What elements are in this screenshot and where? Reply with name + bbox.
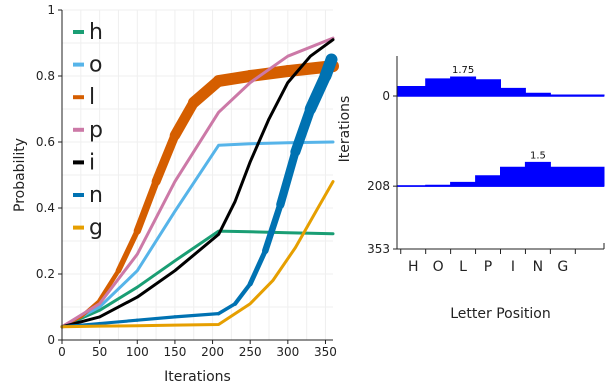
y-tick-label: 1 [47,3,55,17]
series-segment-n [304,70,332,115]
iteration-ridge-chart: 1.75 1.5 0 208 353 H O L P I N G Letter Position Iter… [337,56,605,322]
series-line-n [60,53,338,329]
legend-label-i: i [89,150,95,175]
series-line-i [60,38,335,329]
x-category-label: I [511,259,515,275]
series-segment-n [290,104,316,157]
x-category-label: L [459,259,467,275]
x-category-label: G [557,259,568,275]
series-line-h [60,229,335,329]
y-tick-label: 0.2 [36,267,55,281]
series-segment-n [233,281,253,306]
x-tick-label: 100 [126,345,149,359]
x-tick-label: 150 [163,345,186,359]
x-category-label: O [433,259,444,275]
series-segment-l [133,177,160,235]
legend-label-h: h [89,20,103,45]
series-segment-l [244,65,294,82]
series-segment-l [115,228,141,274]
series-segment-n [216,301,237,316]
series-segment-n [262,201,284,255]
series-segment-l [169,97,199,141]
legend-label-o: o [89,53,102,78]
x-category-label: P [484,259,492,275]
series-segment-l [151,130,180,187]
legend-label-g: g [89,216,103,241]
y-tick-label: 0 [47,333,55,347]
y-tick-label: 0.8 [36,69,55,83]
series-line-g [60,180,335,329]
series-line-o [60,140,335,329]
ridge-row-0: 1.75 [396,65,605,97]
series-segment-n [173,311,221,319]
series-segment-n [276,147,300,209]
x-axis-label: Letter Position [450,306,550,322]
series-segment-n [247,248,268,287]
x-tick-label: 0 [58,345,66,359]
legend-label-l: l [89,85,95,110]
ridge-row-208: 1.5 [396,150,605,187]
series-segment-l [97,268,121,303]
ridge-area [396,161,605,187]
probability-line-chart: 0 50 100 150 200 250 300 350 0 0.2 0.4 0.6 0.8 1 Itera… [12,3,339,385]
x-tick-label: 200 [201,345,224,359]
legend-label-n: n [89,183,103,208]
x-tick-label: 250 [239,345,262,359]
y-tick-label: 0 [382,89,390,103]
y-tick-label: 353 [367,242,390,256]
y-tick-label: 208 [367,179,390,193]
y-axis-label: Probability [12,138,28,212]
x-category-label: H [408,259,419,275]
peak-label: 1.5 [530,150,546,161]
legend-label-p: p [89,118,103,143]
x-tick-label: 350 [314,345,337,359]
y-axis-label: Iterations [337,96,353,163]
series-line-p [60,36,335,329]
y-tick-label: 0.4 [36,201,55,215]
x-axis-label: Iterations [164,369,231,385]
y-tick-label: 0.6 [36,135,55,149]
series-segment-n [319,53,338,82]
x-tick-label: 50 [92,345,107,359]
series-segment-n [98,318,139,326]
series-segment-n [135,315,177,322]
peak-label: 1.75 [452,65,474,76]
ridge-area [396,76,605,97]
x-tick-label: 300 [276,345,299,359]
x-category-label: N [533,259,543,275]
